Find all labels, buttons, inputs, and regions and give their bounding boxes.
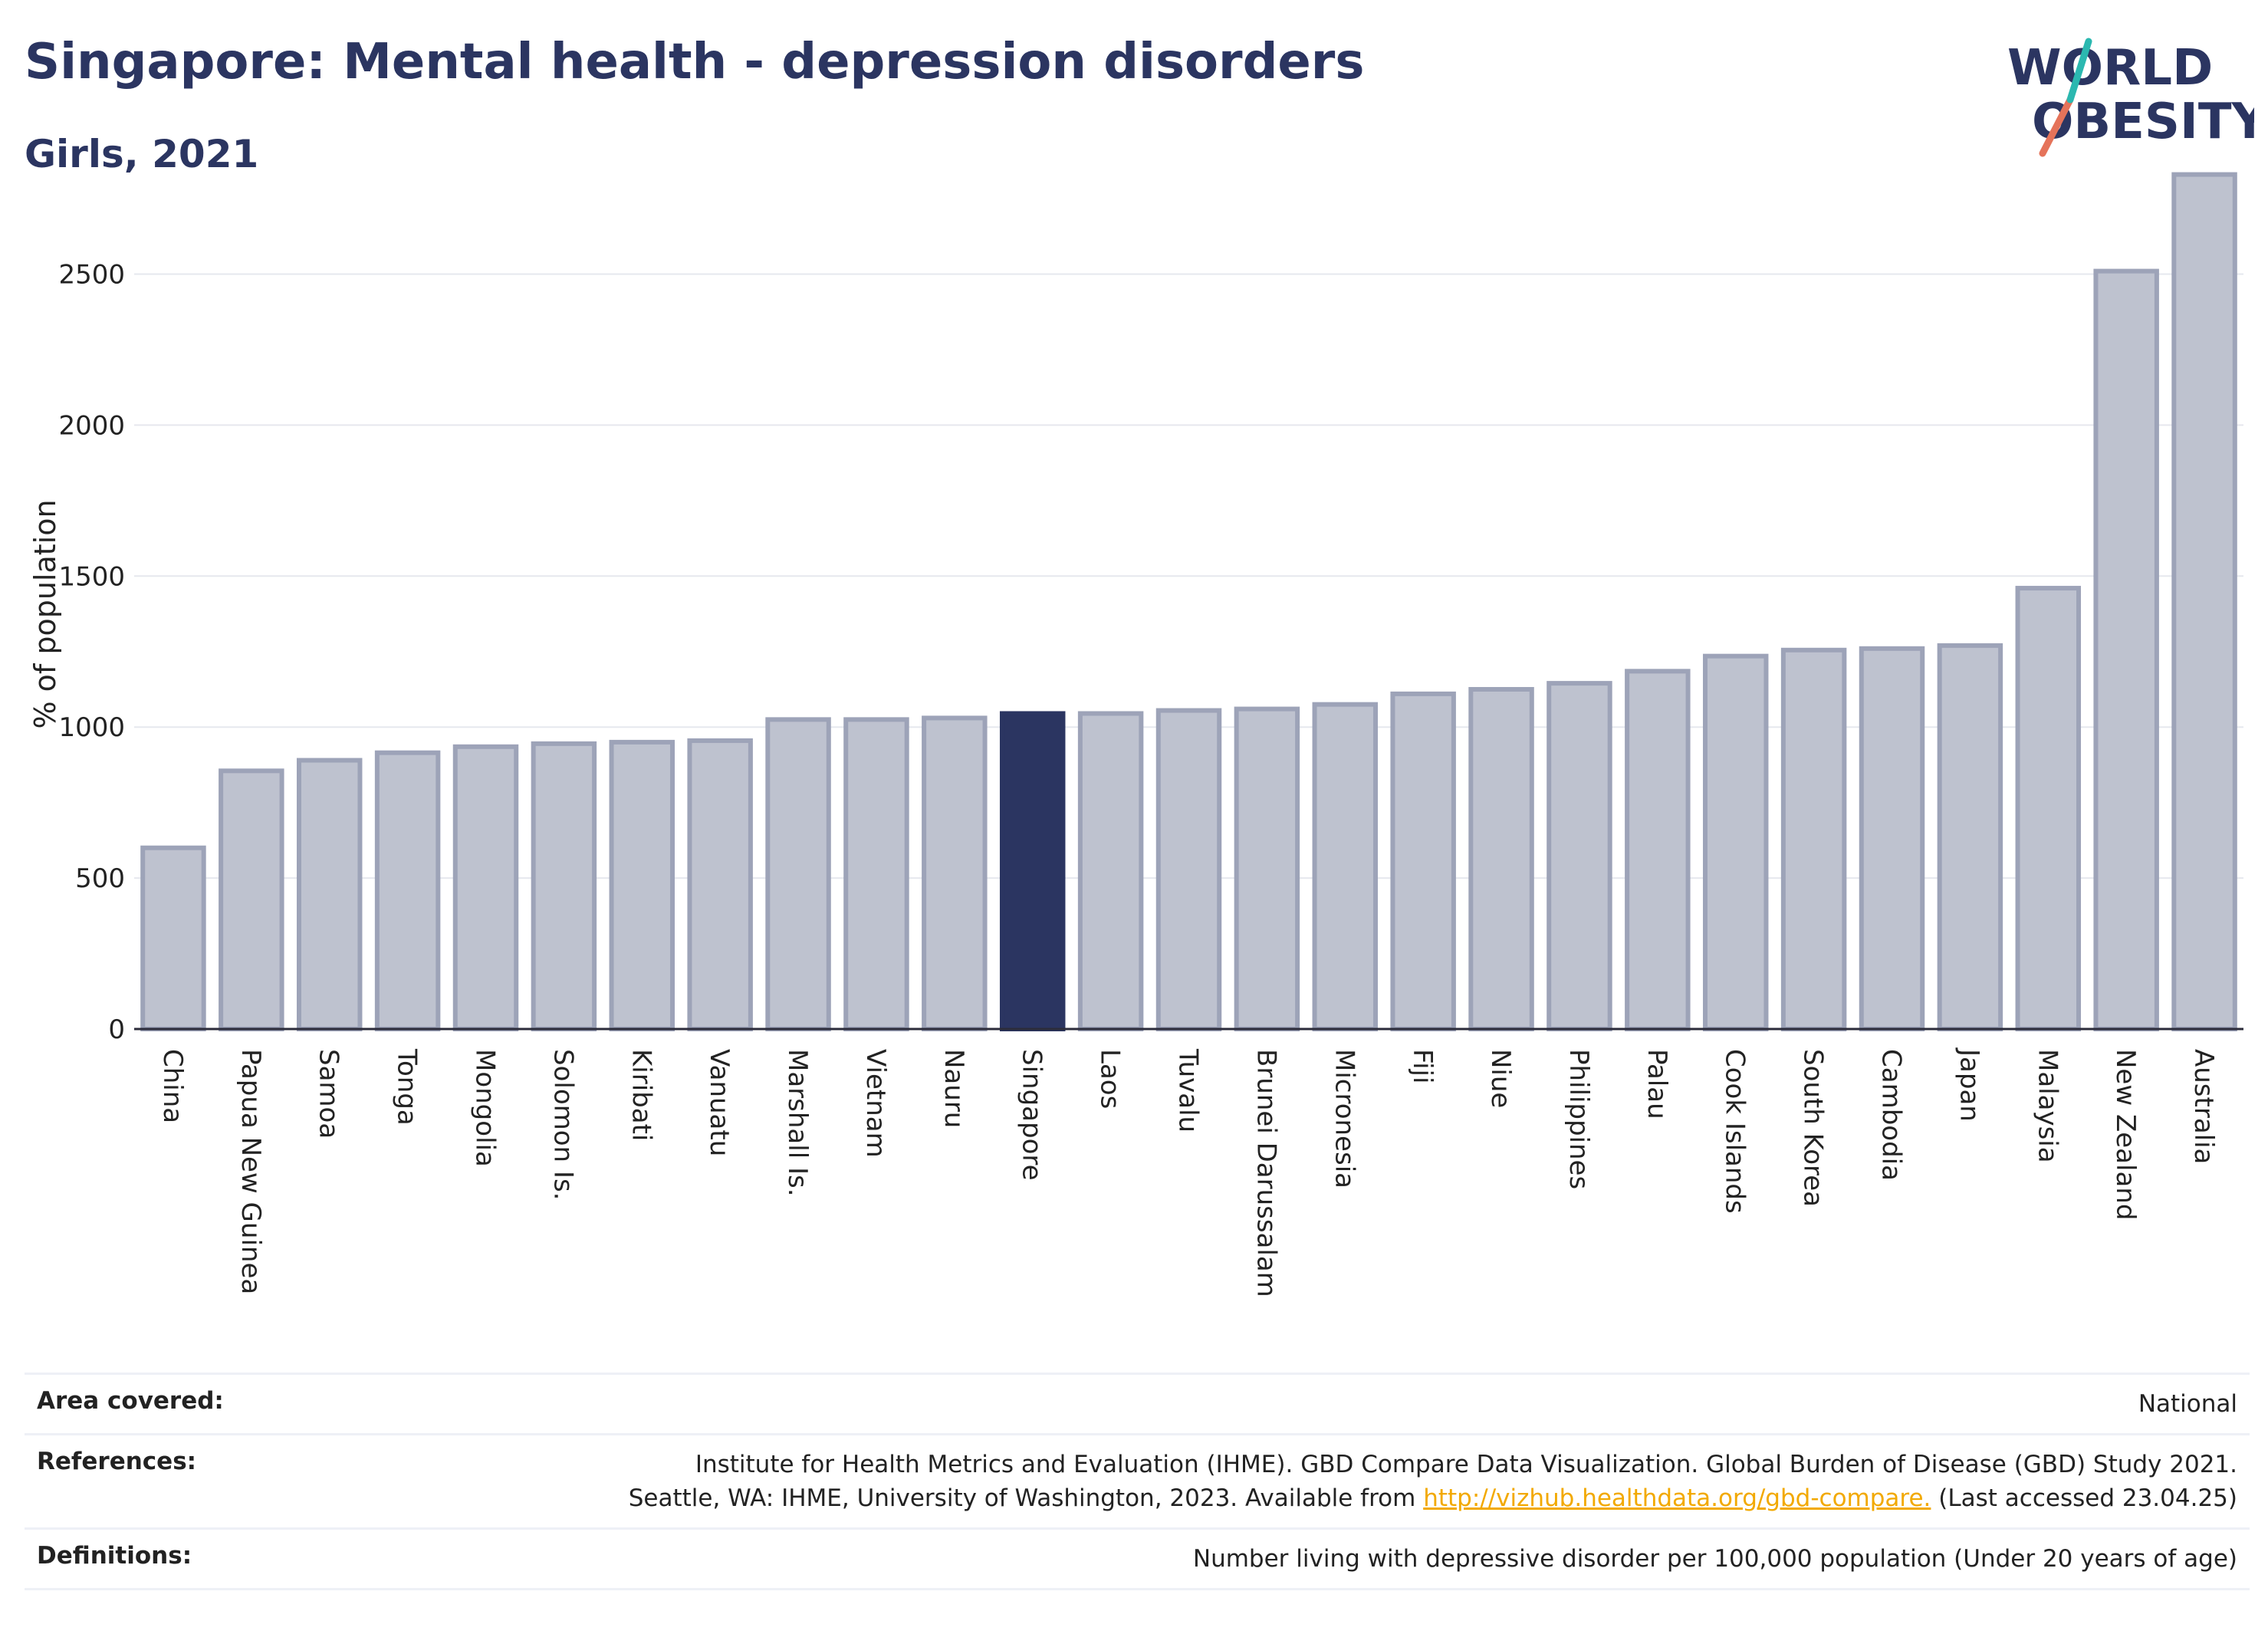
x-tick-label: Cook Islands — [1720, 1049, 1750, 1214]
x-tick-label: Vanuatu — [704, 1049, 735, 1156]
bar-cook-islands — [1702, 653, 1769, 1031]
page-subtitle: Girls, 2021 — [25, 132, 259, 176]
x-tick-label: Solomon Is. — [547, 1049, 578, 1200]
bar-niue — [1468, 686, 1534, 1032]
bar-malaysia — [2015, 586, 2082, 1031]
bar-marshall-is — [765, 717, 831, 1031]
x-tick-label: China — [157, 1049, 188, 1123]
x-tick-label: Fiji — [1407, 1049, 1438, 1083]
x-tick-label: Marshall Is. — [782, 1049, 813, 1197]
x-tick-label: Brunei Darussalam — [1251, 1049, 1281, 1297]
references-line2-post: (Last accessed 23.04.25) — [1931, 1484, 2237, 1512]
bar-china — [140, 845, 206, 1031]
bar-brunei-darussalam — [1234, 706, 1300, 1031]
bar-palau — [1625, 669, 1691, 1031]
x-tick-label: Vietnam — [860, 1049, 891, 1158]
bar-singapore — [999, 711, 1066, 1031]
y-tick-label: 2000 — [58, 410, 125, 441]
page-title: Singapore: Mental health - depression di… — [25, 34, 1365, 90]
bar-nauru — [922, 715, 988, 1032]
bar-fiji — [1390, 691, 1456, 1031]
footer-row-definitions: Definitions: Number living with depressi… — [25, 1527, 2250, 1590]
bar-tonga — [374, 750, 441, 1031]
bar-cambodia — [1859, 646, 1925, 1031]
x-tick-label: Papua New Guinea — [235, 1049, 266, 1294]
logo-slash-teal — [2066, 38, 2092, 104]
bar-vanuatu — [687, 738, 753, 1032]
bar-solomon-is — [531, 741, 597, 1032]
references-line2-pre: Seattle, WA: IHME, University of Washing… — [628, 1484, 1424, 1512]
x-tick-label: Laos — [1095, 1049, 1126, 1109]
y-tick-label: 500 — [75, 863, 125, 894]
area-value: National — [2138, 1390, 2237, 1418]
definitions-label: Definitions: — [37, 1542, 192, 1570]
y-tick-label: 1500 — [58, 561, 125, 592]
x-tick-label: Tonga — [392, 1048, 422, 1126]
definitions-value: Number living with depressive disorder p… — [1192, 1545, 2237, 1573]
x-tick-label: Nauru — [938, 1049, 969, 1128]
bar-kiribati — [609, 739, 675, 1031]
bar-papua-new-guinea — [219, 768, 284, 1031]
x-tick-label: Tuvalu — [1173, 1048, 1204, 1133]
x-tick-label: Philippines — [1563, 1049, 1594, 1189]
references-label: References: — [37, 1448, 197, 1475]
world-obesity-logo: WORLD OBESITY — [2007, 38, 2254, 157]
bar-chart: 0 500 1000 1500 2000 2500 China Papua New Guin… — [28, 172, 2243, 1297]
y-tick-labels: 0 500 1000 1500 2000 2500 — [58, 260, 125, 1045]
x-tick-label: Malaysia — [2032, 1049, 2063, 1163]
footer-row-area: Area covered: National — [25, 1373, 2250, 1433]
x-tick-label: Cambodia — [1876, 1049, 1907, 1181]
bar-south-korea — [1780, 647, 1847, 1032]
y-tick-label: 1000 — [58, 712, 125, 743]
bar-micronesia — [1312, 702, 1379, 1031]
x-tick-label: Singapore — [1017, 1049, 1047, 1181]
bars — [140, 172, 2237, 1032]
bar-new-zealand — [2093, 268, 2159, 1032]
x-tick-label: Australia — [2188, 1049, 2219, 1164]
bar-japan — [1937, 643, 2003, 1031]
bar-laos — [1077, 711, 1144, 1031]
bar-samoa — [296, 758, 363, 1031]
x-tick-label: Niue — [1485, 1049, 1516, 1108]
bar-australia — [2171, 172, 2237, 1031]
logo-text-world: WORLD — [2007, 40, 2213, 97]
y-axis-label: % of population — [28, 499, 62, 728]
x-tick-label: Samoa — [314, 1049, 344, 1139]
x-tick-label: New Zealand — [2110, 1049, 2141, 1220]
references-value: Institute for Health Metrics and Evaluat… — [629, 1448, 2237, 1515]
footer-row-references: References: Institute for Health Metrics… — [25, 1433, 2250, 1527]
x-tick-label: Mongolia — [470, 1049, 501, 1167]
x-tick-label: Kiribati — [626, 1049, 656, 1141]
bar-vietnam — [843, 717, 909, 1031]
logo-slash-coral — [2039, 96, 2074, 157]
x-tick-label: Micronesia — [1329, 1049, 1359, 1189]
x-tick-label: Palau — [1642, 1049, 1672, 1119]
x-tick-label: Japan — [1954, 1047, 1984, 1122]
y-tick-label: 0 — [108, 1014, 125, 1045]
footer-table: Area covered: National References: Insti… — [25, 1373, 2250, 1590]
y-tick-label: 2500 — [58, 260, 125, 291]
x-tick-label: South Korea — [1798, 1049, 1829, 1207]
bar-philippines — [1547, 681, 1612, 1031]
references-line1: Institute for Health Metrics and Evaluat… — [695, 1451, 2237, 1478]
x-tick-labels: China Papua New Guinea Samoa Tonga Mongolia S… — [157, 1047, 2219, 1297]
area-label: Area covered: — [37, 1387, 224, 1415]
bar-tuvalu — [1155, 708, 1222, 1031]
references-link[interactable]: http://vizhub.healthdata.org/gbd-compare… — [1423, 1484, 1931, 1512]
bar-mongolia — [452, 744, 519, 1032]
